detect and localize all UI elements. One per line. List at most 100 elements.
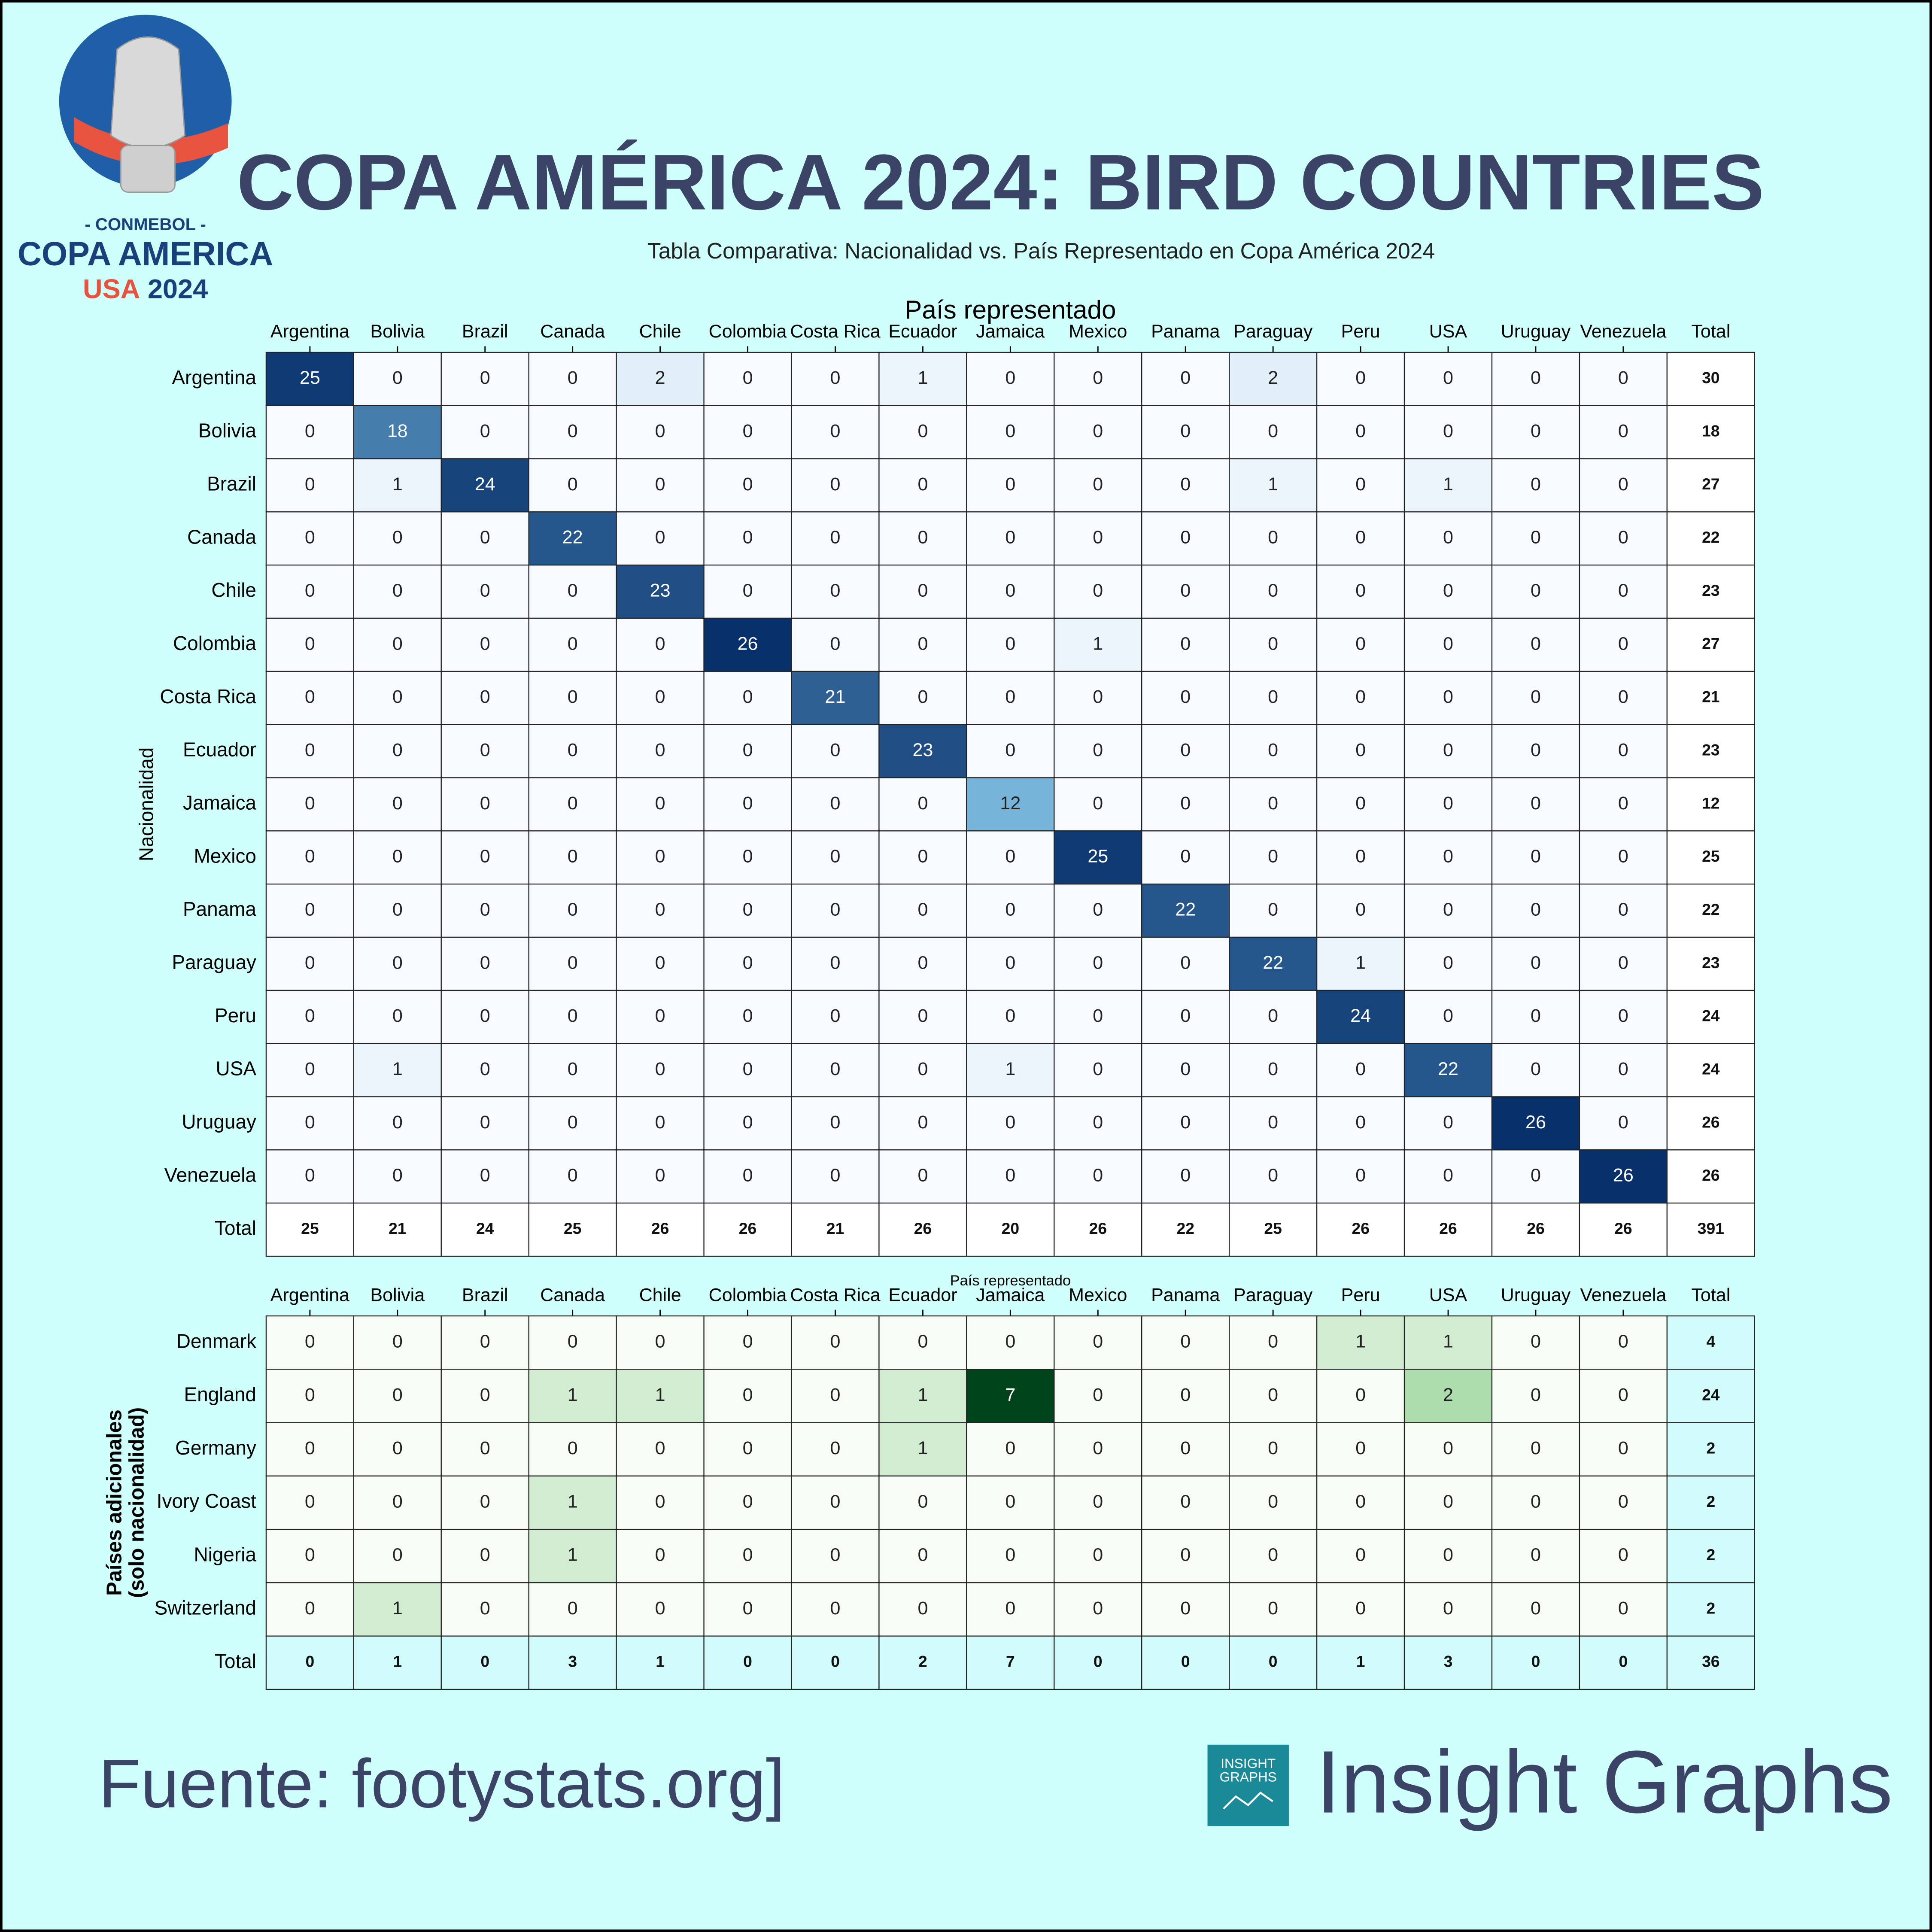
cell-value: 0 [305,580,315,601]
heat-cell [353,884,442,938]
cell-value: 0 [1180,1438,1191,1458]
cell-value: 0 [1531,527,1541,548]
cell-value: 1 [392,1598,403,1619]
cell-value: 0 [1005,1438,1015,1458]
heat-cell [703,936,792,991]
cell-value: 0 [480,527,490,548]
cell-value: 0 [830,1385,841,1405]
cell-value: 0 [1180,1385,1191,1405]
cell-value: 0 [568,368,578,388]
cell-value: 0 [1268,899,1278,920]
cell-value: 0 [1618,1005,1628,1026]
cell-value: 0 [480,1598,490,1619]
cell-value: 0 [1355,1545,1366,1565]
column-label: Panama [1151,321,1220,342]
heat-cell [265,617,354,672]
column-label: Total [1691,1285,1730,1306]
column-label: Peru [1341,1285,1380,1306]
heat-cell [878,564,967,619]
cell-value: 0 [1618,740,1628,760]
heat-cell [528,564,617,619]
cell-value: 0 [917,1491,928,1512]
heat-cell [265,1528,354,1583]
cell-value: 0 [655,421,665,441]
heat-cell [1141,830,1230,885]
cell-value: 0 [1005,527,1015,548]
heat-cell [703,617,792,672]
cell-value: 0 [1268,1005,1278,1026]
cell-value: 0 [655,1491,665,1512]
total-value: 391 [1698,1219,1724,1237]
heat-cell [616,1096,705,1151]
row-label: Colombia [173,632,256,654]
total-value: 3 [1444,1653,1453,1671]
cell-value: 0 [655,740,665,760]
heat-cell [528,1369,617,1423]
heat-cell [1054,1422,1142,1476]
heat-cell [878,936,967,991]
heat-cell [1229,724,1318,778]
column-label: Peru [1341,321,1380,342]
cell-value: 0 [1093,1059,1103,1079]
cell-value: 2 [1268,368,1278,388]
heat-cell [353,936,442,991]
row-label: Canada [187,526,256,548]
cell-value: 0 [1355,1112,1366,1133]
heat-cell [528,1149,617,1204]
heat-cell [265,671,354,725]
cell-value: 0 [1355,899,1366,920]
cell-value: 0 [743,1165,753,1186]
logo-text: USA [83,274,140,304]
cell-value: 22 [1263,952,1283,973]
cell-value: 0 [1618,580,1628,601]
cell-value: 0 [568,1438,578,1458]
cell-value: 0 [655,527,665,548]
cell-value: 0 [480,1165,490,1186]
cell-value: 0 [1618,1059,1628,1079]
heat-cell [966,405,1055,459]
heat-cell [528,458,617,513]
cell [1666,1315,1755,1370]
cell-value: 0 [1093,1112,1103,1133]
cell-value: 1 [1355,952,1366,973]
cell-value: 0 [743,580,753,601]
heat-cell [528,1582,617,1637]
cell-value: 0 [568,1331,578,1352]
cell-value: 0 [1093,687,1103,707]
cell-value: 0 [305,633,315,654]
cell-value: 0 [1355,1491,1366,1512]
cell-value: 0 [1443,1112,1453,1133]
cell-value: 0 [480,421,490,441]
heat-cell [791,830,880,885]
cell-value: 0 [1443,1598,1453,1619]
cell-value: 0 [917,1059,928,1079]
cell-value: 0 [1005,1598,1015,1619]
column-label: Argentina [270,321,349,342]
cell-value: 1 [655,1385,665,1405]
heat-cell [703,724,792,778]
cell-value: 21 [825,687,846,707]
total-value: 24 [1702,1060,1720,1078]
column-label: Costa Rica [790,321,881,342]
heat-cell [878,1315,967,1370]
row-label: Ecuador [183,738,256,761]
total-value: 2 [918,1653,927,1671]
cell-value: 0 [917,580,928,601]
total-value: 26 [1439,1219,1457,1237]
cell-value: 26 [1613,1165,1634,1186]
heat-cell [791,1369,880,1423]
cell-value: 0 [655,474,665,495]
heat-cell [878,1475,967,1530]
column-label: Venezuela [1580,1285,1666,1306]
heat-cell [1229,1475,1318,1530]
cell-value: 0 [1093,952,1103,973]
cell-value: 0 [1268,580,1278,601]
cell-value: 0 [1618,633,1628,654]
cell-value: 0 [1180,793,1191,814]
heat-cell [1054,511,1142,566]
cell-value: 0 [480,633,490,654]
cell-value: 1 [1268,474,1278,495]
cell-value: 0 [1268,527,1278,548]
heat-cell [791,936,880,991]
cell-value: 0 [1005,1112,1015,1133]
